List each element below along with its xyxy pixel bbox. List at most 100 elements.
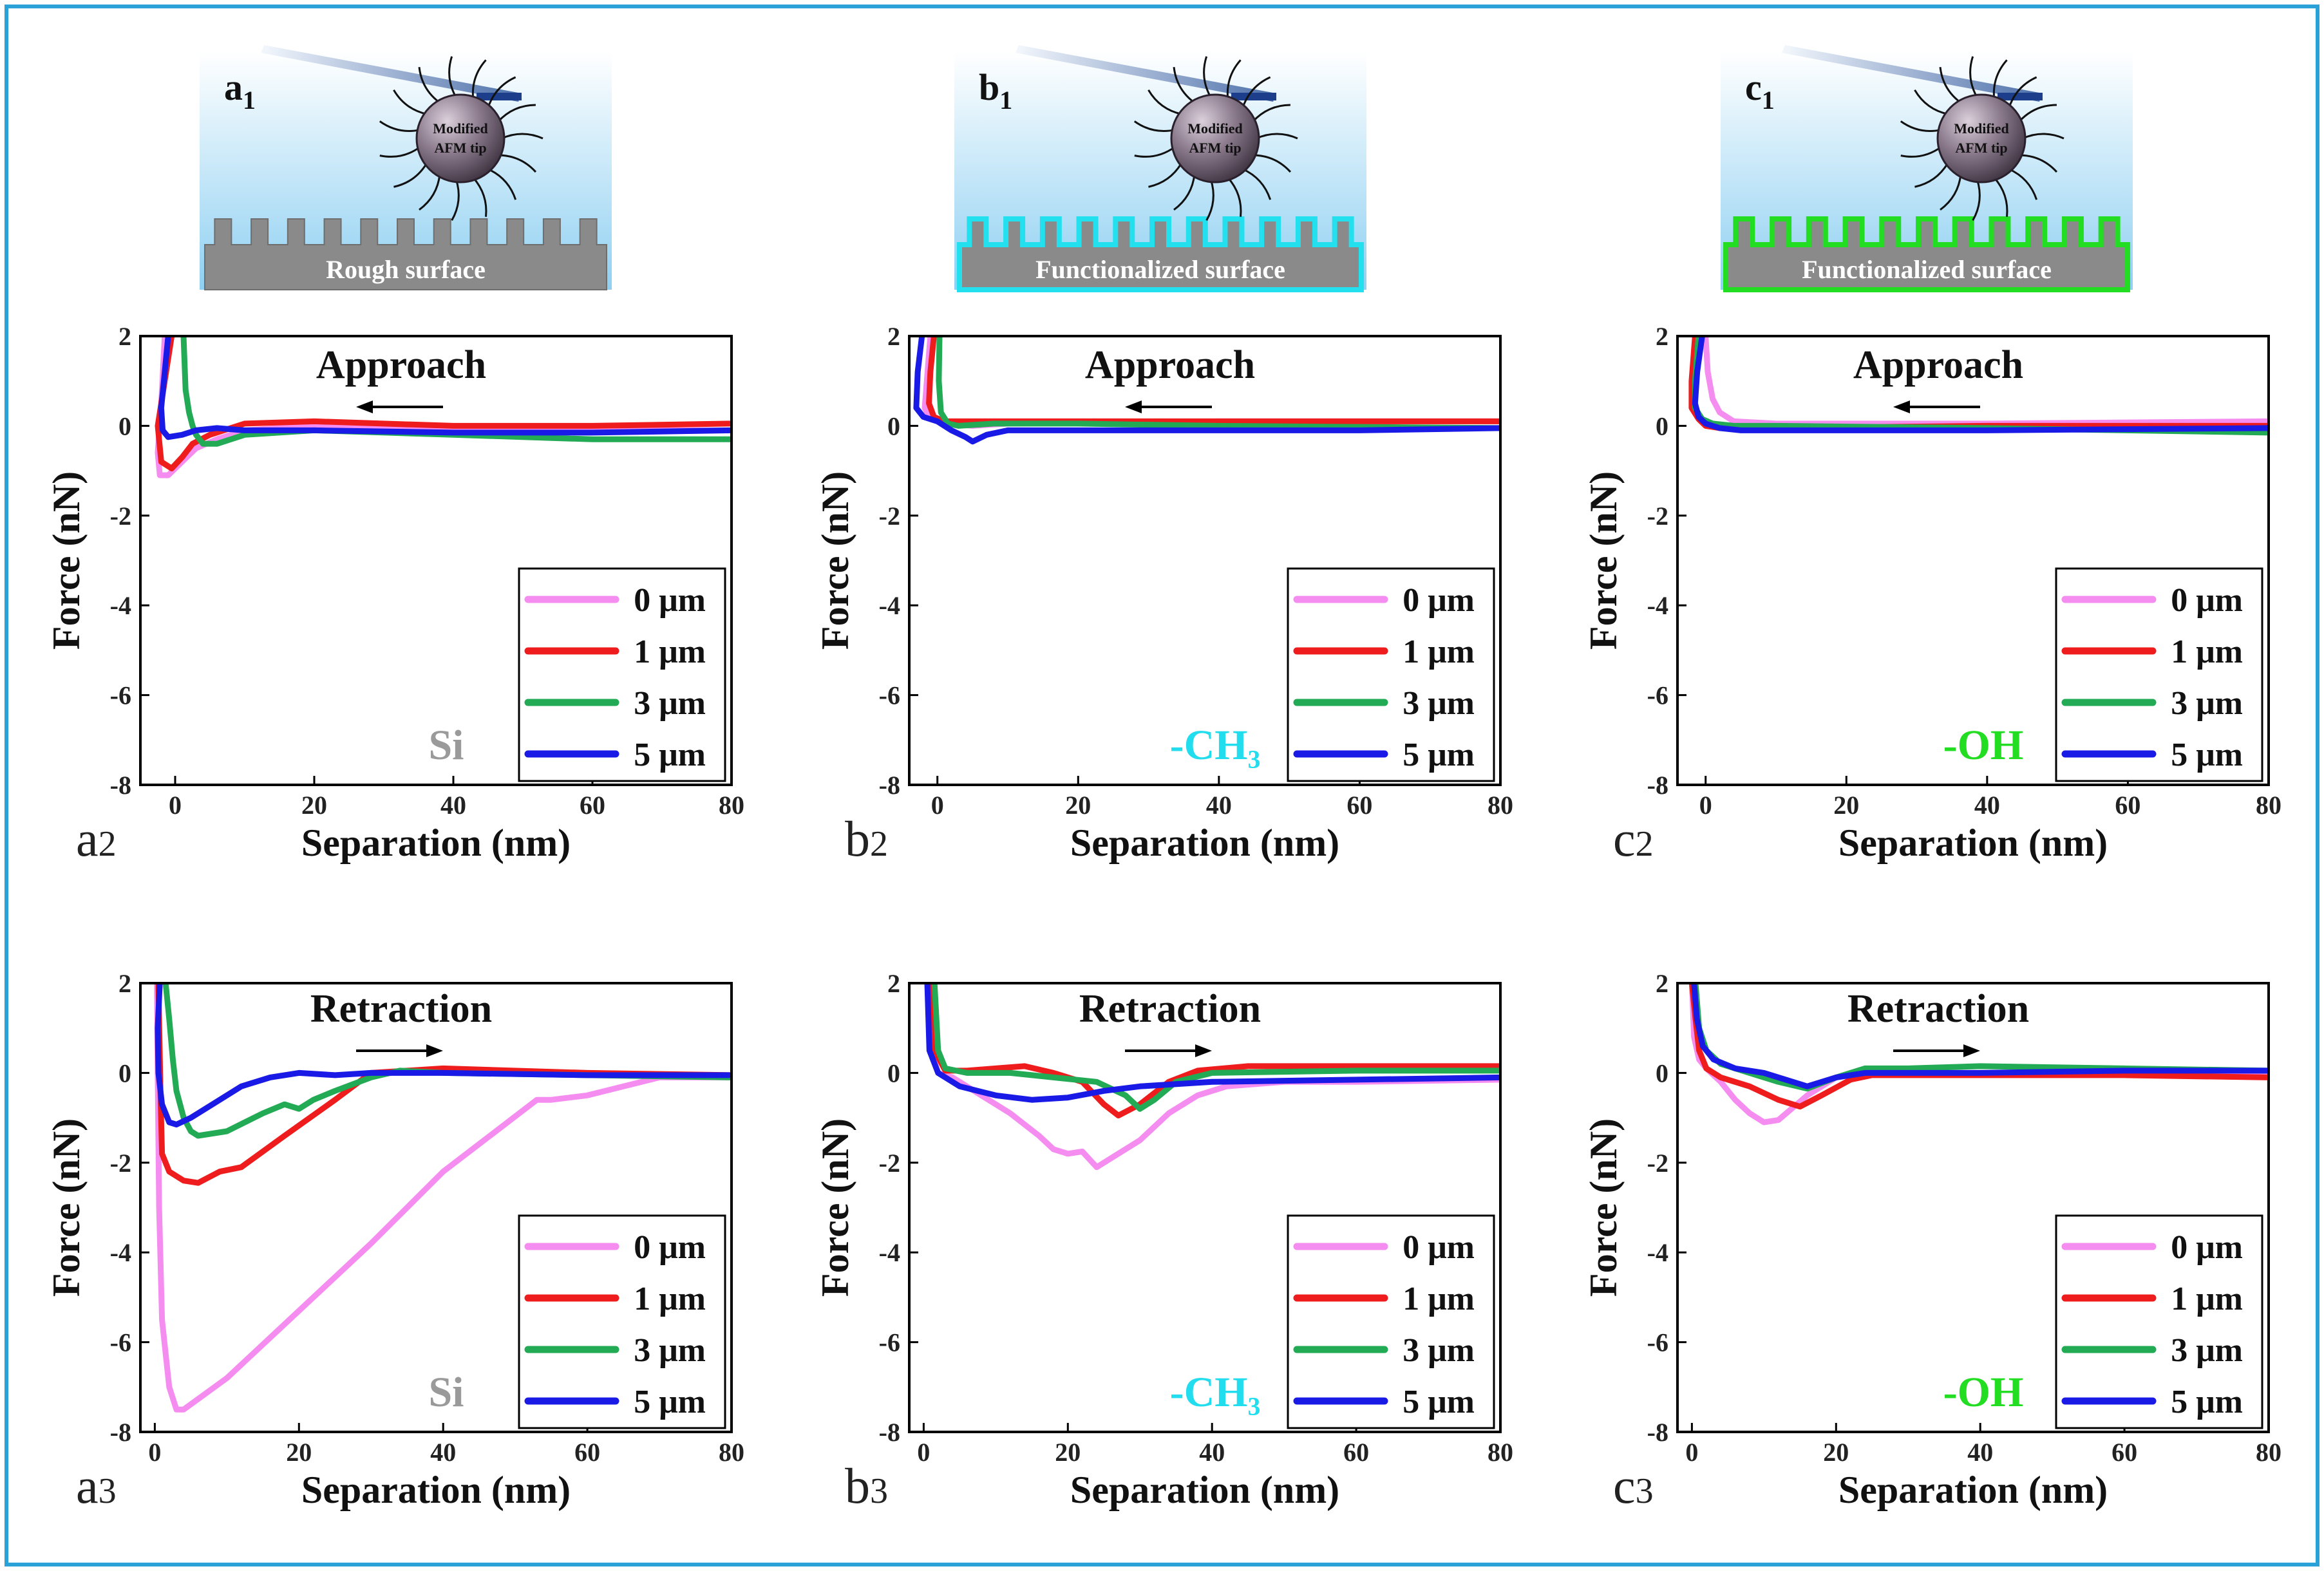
x-tick-label: 60 [2115, 791, 2140, 820]
chain [487, 76, 516, 108]
y-tick-label: -2 [879, 502, 900, 531]
y-tick-label: -8 [110, 771, 131, 800]
tip-label-line2: AFM tip [1955, 140, 2007, 156]
y-tick-label: -8 [879, 1418, 900, 1447]
cantilever-tip-mount [477, 93, 522, 100]
legend-label-1: 1 μm [1403, 634, 1475, 670]
x-tick-label: 80 [1488, 791, 1513, 820]
chain [418, 66, 440, 104]
legend-label-0: 0 μm [2171, 1229, 2243, 1266]
y-axis-label: Force (nN) [45, 1118, 88, 1297]
tip-label-line1: Modified [1954, 120, 2009, 136]
series-line-0um [154, 983, 732, 1413]
y-axis-label: Force (nN) [1582, 471, 1625, 650]
y-tick-label: 2 [118, 969, 131, 998]
surface-substrate [1723, 216, 2130, 292]
cantilever [1782, 45, 2043, 102]
legend-label-3: 5 μm [634, 737, 706, 773]
x-axis-label: Separation (nm) [1838, 1469, 2108, 1511]
panel-subscript: 2 [1636, 824, 1654, 864]
panel-subscript: 3 [870, 1471, 888, 1511]
chart-title: Approach [1085, 343, 1255, 387]
chain [472, 176, 487, 217]
chain [393, 89, 428, 115]
schematic-panel-label: c1 [1745, 66, 1775, 115]
afm-tip-sphere [1170, 93, 1260, 183]
y-tick-label: 0 [887, 411, 900, 440]
x-axis-label: Separation (nm) [301, 1469, 571, 1511]
series-group [913, 336, 1500, 445]
functional-chains [1900, 56, 2064, 221]
legend-label-1: 1 μm [2171, 1281, 2243, 1317]
panel-label: c3 [1613, 1458, 1654, 1514]
substance-label: Si [428, 722, 464, 769]
x-tick-label: 80 [719, 1438, 744, 1467]
x-tick-label: 60 [574, 1438, 600, 1467]
chain [1148, 162, 1183, 188]
x-tick-label: 0 [169, 791, 182, 820]
legend-label-2: 3 μm [634, 685, 706, 722]
surface-label: Functionalized surface [1802, 255, 2052, 284]
legend-box [518, 567, 726, 782]
panel-subscript: 2 [870, 824, 888, 864]
tip-label-line1: Modified [433, 120, 488, 136]
figure-border [5, 5, 2319, 1566]
legend: 0 μm 1 μm 3 μm 5 μm [518, 567, 726, 782]
plot-frame [1676, 335, 2270, 786]
y-tick-label: -6 [1647, 1328, 1668, 1357]
x-tick-label: 20 [1823, 1438, 1849, 1467]
x-tick-label: 20 [1065, 791, 1091, 820]
y-tick-label: 0 [887, 1058, 900, 1087]
x-tick-label: 80 [2256, 1438, 2281, 1467]
panel-subscript: 3 [99, 1471, 117, 1511]
chain [498, 154, 537, 173]
y-tick-label: -2 [879, 1149, 900, 1178]
x-tick-label: 40 [1974, 791, 2000, 820]
schematic-c1: Functionalized surface Modified AFM tip c1 [1721, 45, 2133, 292]
cantilever-tip-mount [1998, 93, 2043, 100]
afm-tip-sphere [415, 93, 505, 183]
chain [419, 174, 441, 211]
legend: 0 μm 1 μm 3 μm 5 μm [2055, 567, 2263, 782]
chain [501, 133, 543, 140]
chain [1205, 179, 1214, 221]
chain [1939, 66, 1961, 104]
substance-label: -OH [1943, 1369, 2024, 1416]
y-tick-label: 0 [1656, 1058, 1668, 1087]
y-tick-label: -2 [1647, 1149, 1668, 1178]
plot-frame [908, 982, 1502, 1433]
x-tick-label: 40 [440, 791, 466, 820]
x-axis-label: Separation (nm) [1070, 1469, 1339, 1511]
plot-frame [908, 335, 1502, 786]
y-tick-label: 2 [1656, 969, 1668, 998]
legend: 0 μm 1 μm 3 μm 5 μm [1287, 1214, 1495, 1429]
x-tick-label: 20 [301, 791, 327, 820]
chain [1940, 174, 1962, 211]
x-tick-label: 80 [2256, 791, 2281, 820]
x-axis-label: Separation (nm) [301, 822, 571, 864]
x-tick-label: 40 [1206, 791, 1232, 820]
series-line-5um [913, 336, 1500, 445]
chain [1242, 76, 1271, 108]
legend-label-2: 3 μm [1403, 685, 1475, 722]
legend-box [2055, 1214, 2263, 1429]
y-tick-label: 0 [118, 1058, 131, 1087]
y-tick-label: -6 [879, 681, 900, 710]
y-tick-label: -8 [1647, 1418, 1668, 1447]
chain [1173, 174, 1196, 211]
direction-arrow-head [426, 1044, 443, 1057]
legend: 0 μm 1 μm 3 μm 5 μm [518, 1214, 726, 1429]
chain [2008, 168, 2038, 200]
chain [1173, 66, 1195, 104]
y-tick-label: -6 [110, 681, 131, 710]
chain [471, 59, 487, 100]
y-tick-label: -4 [1647, 1238, 1668, 1267]
legend-label-3: 5 μm [634, 1384, 706, 1420]
plot-frame [139, 982, 733, 1433]
